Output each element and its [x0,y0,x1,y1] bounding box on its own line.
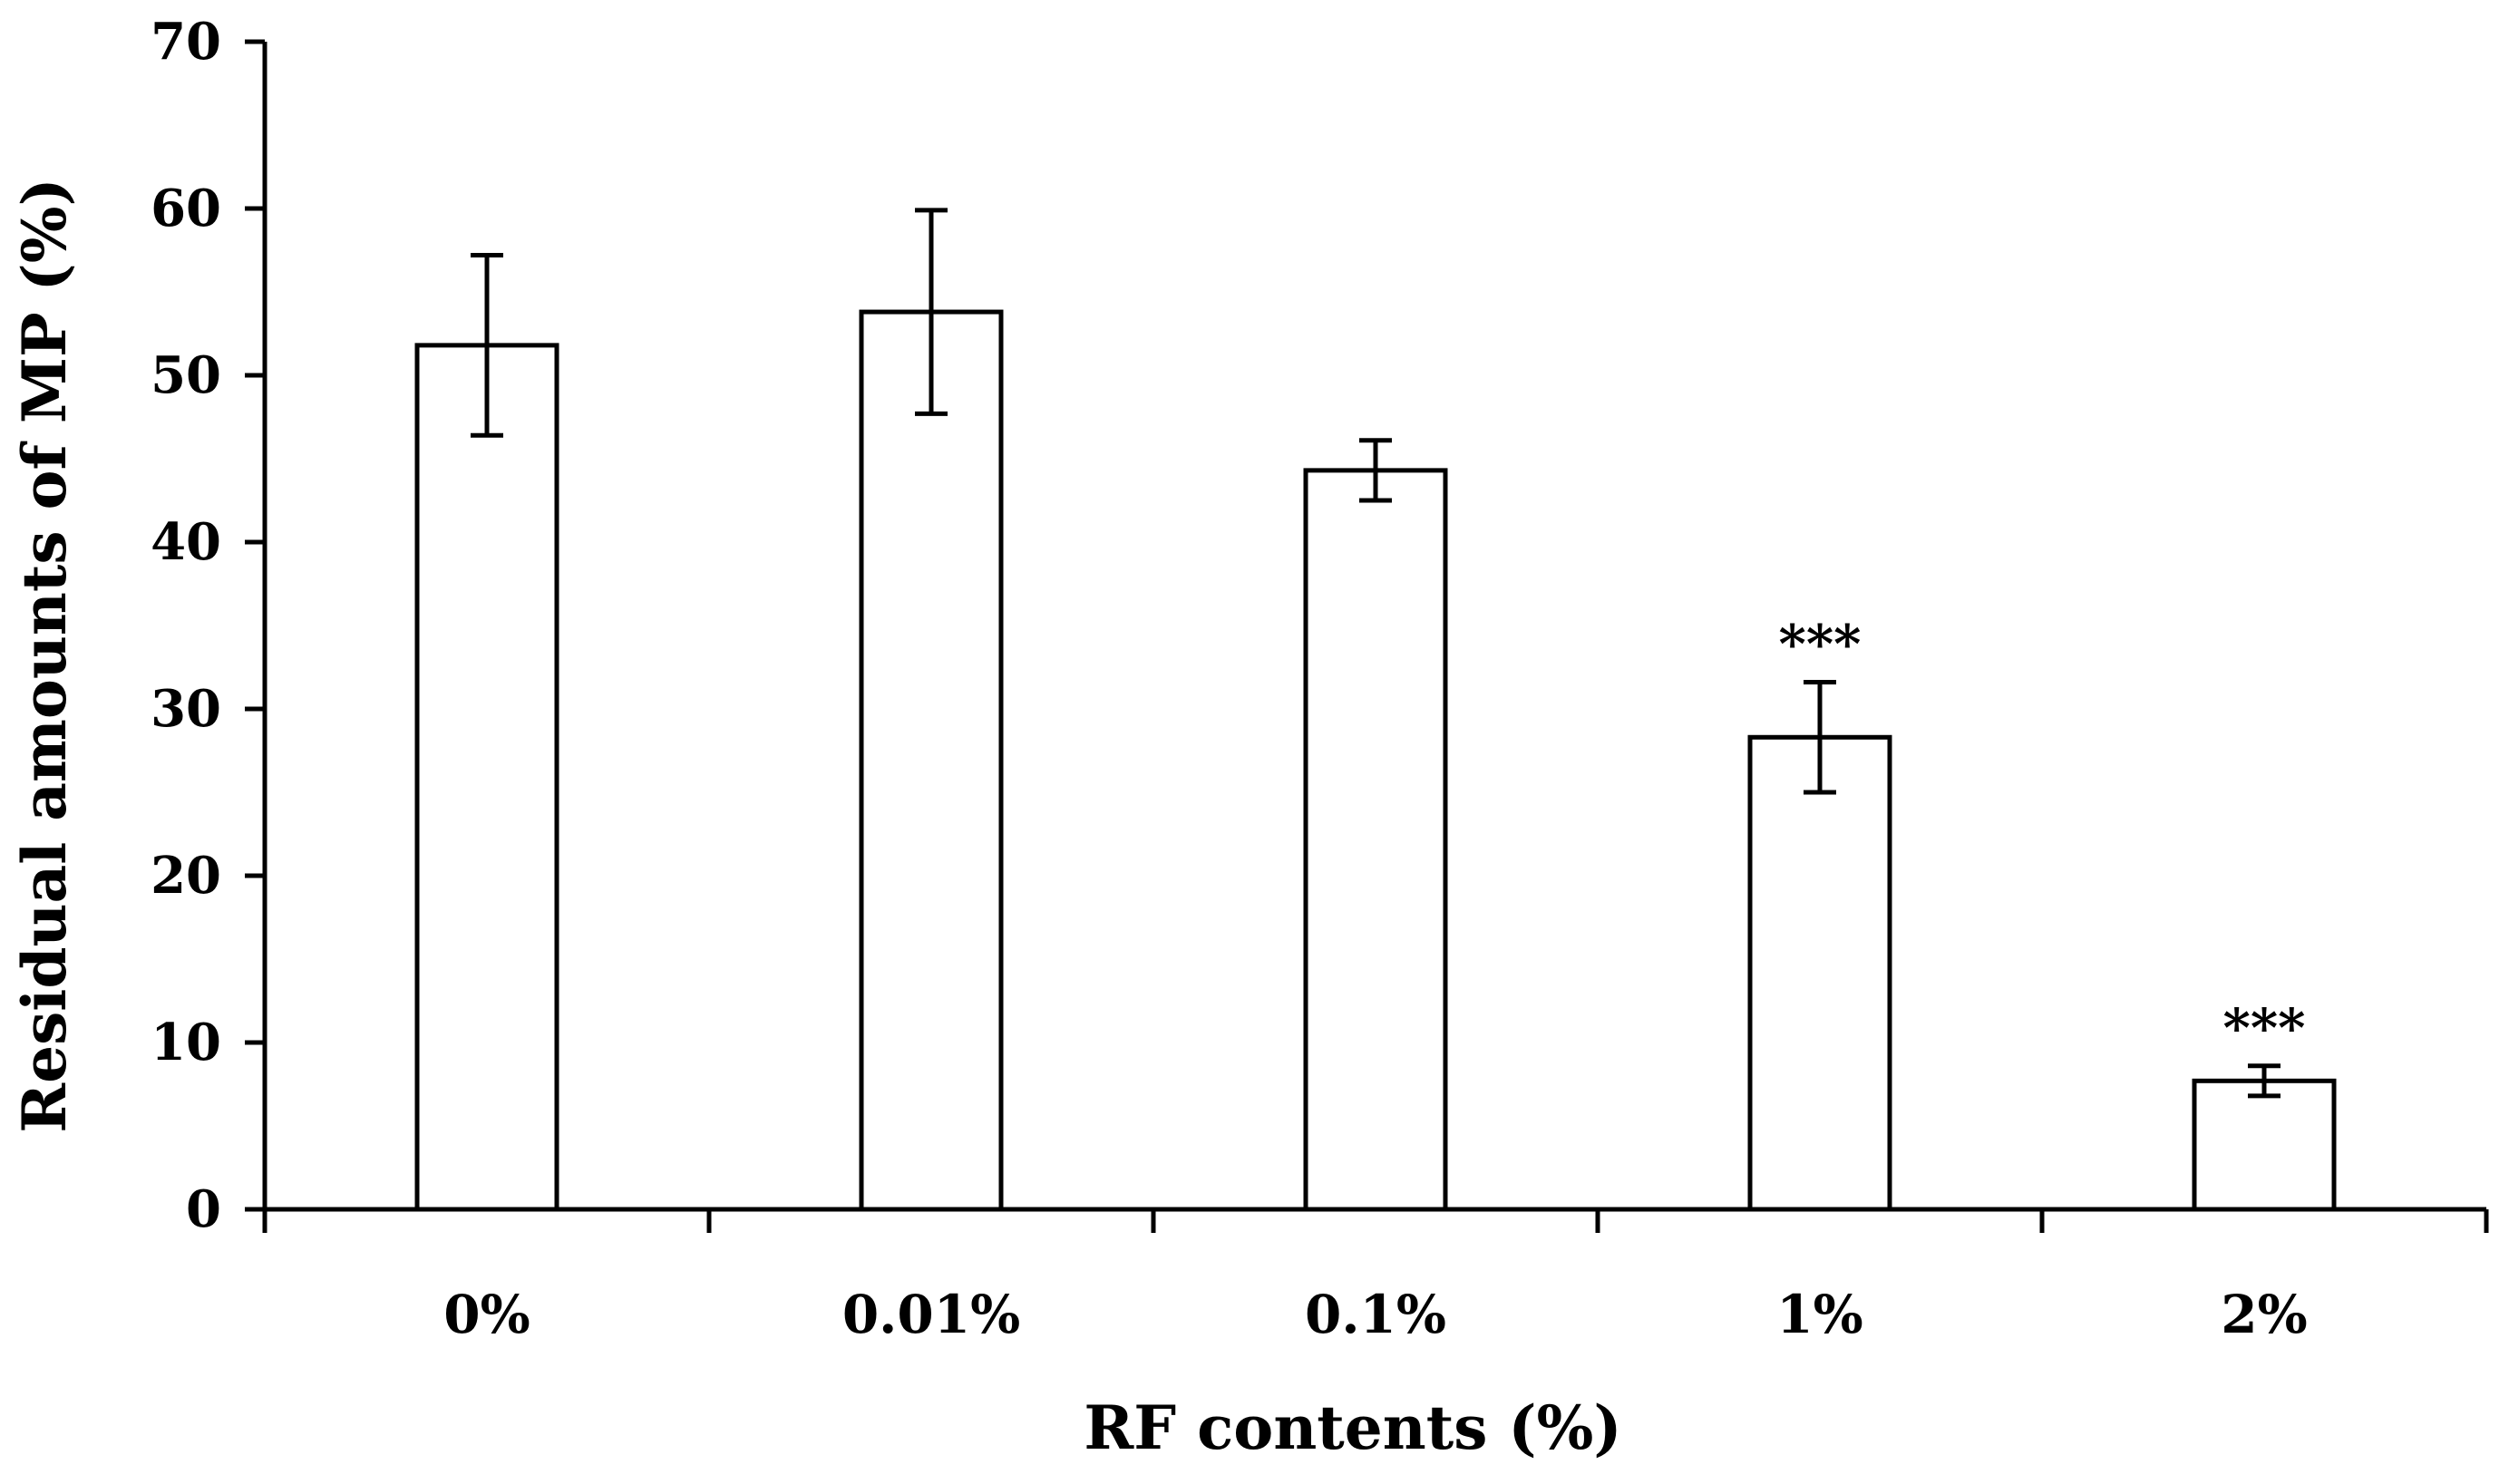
significance-marker: *** [2223,997,2306,1059]
y-tick-label: 20 [151,846,221,906]
y-tick-label: 70 [151,12,221,72]
x-tick-label: 0.01% [842,1284,1020,1345]
x-tick-label: 2% [2221,1284,2307,1345]
y-tick-label: 40 [151,512,221,572]
y-axis-title: Residual amounts of MP (%) [9,178,80,1132]
bar [417,345,557,1209]
bar [2194,1081,2334,1209]
bar [1750,737,1890,1209]
x-tick-label: 1% [1776,1284,1862,1345]
y-tick-label: 30 [151,679,221,739]
significance-marker: *** [1779,614,1862,675]
x-tick-label: 0% [443,1284,530,1345]
bar [861,312,1001,1209]
y-tick-label: 60 [151,179,221,238]
x-tick-label: 0.1% [1305,1284,1446,1345]
y-tick-label: 0 [186,1179,221,1239]
bars-layer [417,210,2334,1209]
y-tick-label: 10 [151,1013,221,1072]
x-axis-title: RF contents (%) [1084,1392,1621,1463]
bar [1306,470,1445,1209]
y-tick-label: 50 [151,345,221,405]
